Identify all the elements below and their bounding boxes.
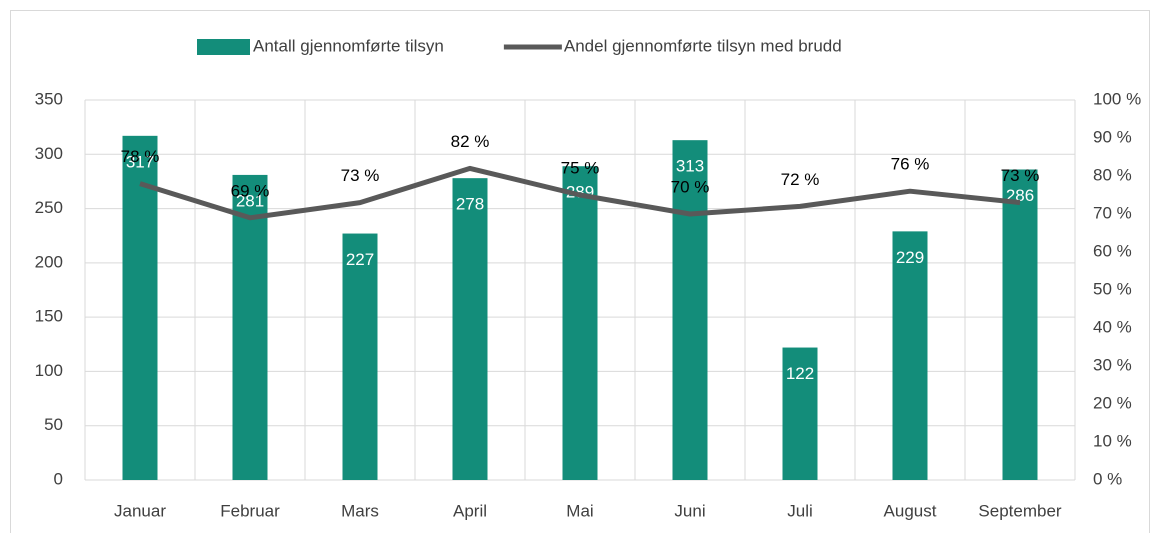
y-tick-label: 0	[54, 469, 63, 488]
line-value-label: 73 %	[1001, 166, 1040, 185]
x-tick-label: Juni	[674, 501, 705, 520]
y-tick-label: 50	[44, 415, 63, 434]
y2-tick-label: 20 %	[1093, 393, 1132, 412]
y-tick-label: 250	[35, 198, 63, 217]
bar-value-label: 278	[456, 195, 484, 214]
line-value-label: 78 %	[121, 147, 160, 166]
bar-value-label: 281	[236, 191, 264, 210]
line-value-label: 75 %	[561, 158, 600, 177]
x-tick-label: Januar	[114, 501, 166, 520]
y-tick-label: 350	[35, 89, 63, 108]
y2-tick-label: 50 %	[1093, 279, 1132, 298]
bar	[782, 347, 818, 480]
bar	[452, 178, 488, 480]
x-tick-label: Februar	[220, 501, 280, 520]
y2-tick-label: 100 %	[1093, 89, 1141, 108]
y2-tick-label: 90 %	[1093, 127, 1132, 146]
y-tick-label: 200	[35, 252, 63, 271]
bar	[1002, 169, 1038, 480]
y-tick-label: 100	[35, 361, 63, 380]
legend-label: Andel gjennomførte tilsyn med brudd	[564, 36, 842, 55]
x-tick-label: August	[884, 501, 937, 520]
x-tick-label: September	[978, 501, 1061, 520]
bar-value-label: 317	[126, 152, 154, 171]
bar	[672, 140, 708, 480]
line-value-label: 72 %	[781, 170, 820, 189]
y2-tick-label: 60 %	[1093, 241, 1132, 260]
x-tick-label: Mai	[566, 501, 593, 520]
y2-tick-label: 0 %	[1093, 469, 1122, 488]
bar-value-label: 229	[896, 248, 924, 267]
bar	[342, 233, 378, 480]
line	[139, 165, 1021, 221]
legend-swatch	[197, 39, 250, 55]
bar-value-label: 227	[346, 250, 374, 269]
bar	[562, 166, 598, 480]
y2-tick-label: 10 %	[1093, 431, 1132, 450]
line-value-label: 76 %	[891, 155, 930, 174]
y-tick-label: 300	[35, 144, 63, 163]
y2-tick-label: 70 %	[1093, 203, 1132, 222]
y2-tick-label: 30 %	[1093, 355, 1132, 374]
bar	[892, 231, 928, 480]
bar-value-label: 122	[786, 364, 814, 383]
y2-tick-label: 40 %	[1093, 317, 1132, 336]
line-value-label: 70 %	[671, 177, 710, 196]
y-tick-label: 150	[35, 307, 63, 326]
line-value-label: 69 %	[231, 181, 270, 200]
bar-value-label: 313	[676, 157, 704, 176]
line-value-label: 73 %	[341, 166, 380, 185]
bar	[122, 135, 158, 481]
x-tick-label: Juli	[787, 501, 813, 520]
bar	[232, 174, 268, 480]
line-value-label: 82 %	[451, 132, 490, 151]
x-tick-label: Mars	[341, 501, 379, 520]
x-tick-label: April	[453, 501, 487, 520]
legend-label: Antall gjennomførte tilsyn	[253, 36, 444, 55]
y2-tick-label: 80 %	[1093, 165, 1132, 184]
